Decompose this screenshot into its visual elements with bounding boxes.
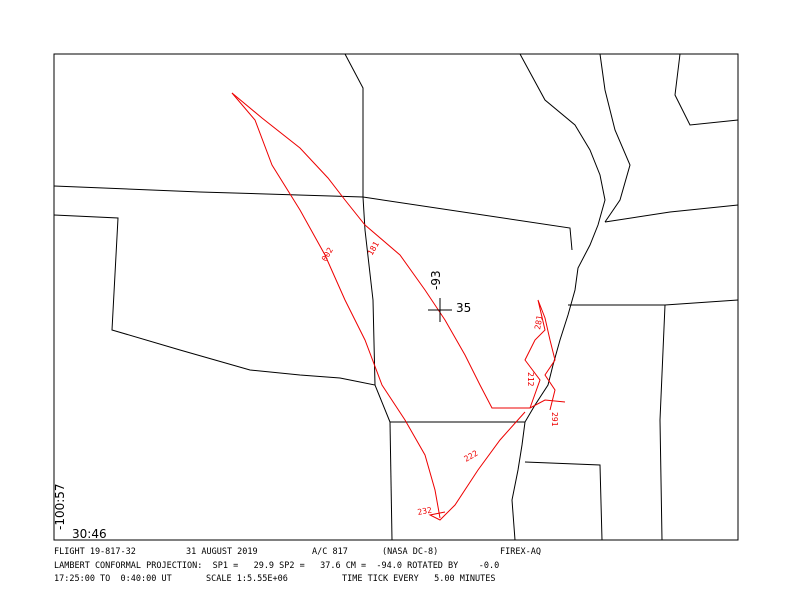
track-label: 222 (463, 449, 480, 464)
border (604, 204, 739, 223)
border (344, 53, 376, 386)
track-leg (231, 92, 441, 519)
track-label: 181 (366, 240, 381, 257)
projection: LAMBERT CONFORMAL PROJECTION: SP1 = 29.9… (54, 561, 499, 571)
track-label: 281 (533, 314, 544, 330)
time-tick: TIME TICK EVERY 5.00 MINUTES (342, 574, 496, 584)
track-label: 212 (526, 372, 535, 387)
flight-track (231, 92, 566, 521)
scale: SCALE 1:5.55E+06 (206, 574, 288, 584)
border (568, 299, 739, 306)
aircraft: A/C 817 (312, 547, 348, 557)
border (53, 214, 391, 423)
flight: FLIGHT 19-817-32 (54, 547, 136, 557)
campaign: FIREX-AQ (500, 547, 541, 557)
lon-label: -93 (429, 270, 443, 290)
track-leg (231, 92, 566, 409)
track-cluster (524, 299, 556, 411)
river (511, 53, 606, 541)
border (524, 461, 603, 541)
border (674, 53, 739, 126)
date: 31 AUGUST 2019 (186, 547, 258, 557)
track-label: 002 (320, 246, 335, 263)
border (599, 53, 631, 223)
center-cross (428, 298, 452, 322)
border (659, 304, 666, 541)
aircraft-name: (NASA DC-8) (382, 547, 438, 557)
track-label: 291 (550, 412, 559, 427)
border (53, 185, 573, 251)
lat-label: 35 (456, 301, 471, 315)
corner-lon-label: -100:57 (53, 483, 67, 530)
state-borders (53, 53, 739, 541)
track-leg (428, 411, 526, 521)
footer: FLIGHT 19-817-32 31 AUGUST 2019 A/C 817 … (54, 547, 541, 584)
border (389, 421, 393, 541)
map-frame (53, 53, 739, 541)
track-label: 232 (417, 506, 433, 517)
corner-lat-label: 30:46 (72, 527, 107, 541)
time-range: 17:25:00 TO 0:40:00 UT (54, 574, 172, 584)
